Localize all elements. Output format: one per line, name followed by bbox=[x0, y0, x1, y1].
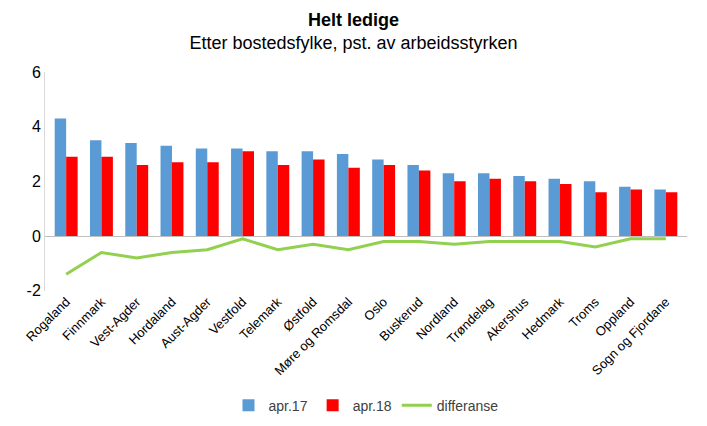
svg-text:Troms: Troms bbox=[566, 294, 603, 331]
svg-text:Aust-Agder: Aust-Agder bbox=[157, 294, 214, 351]
svg-text:2: 2 bbox=[32, 173, 41, 190]
svg-text:Nordland: Nordland bbox=[413, 294, 461, 342]
svg-text:Oslo: Oslo bbox=[361, 294, 391, 324]
svg-text:Hordaland: Hordaland bbox=[126, 294, 179, 347]
svg-text:Sogn og Fjordane: Sogn og Fjordane bbox=[589, 294, 673, 378]
svg-text:Buskerud: Buskerud bbox=[376, 294, 425, 343]
svg-text:Finnmark: Finnmark bbox=[59, 294, 108, 343]
svg-text:0: 0 bbox=[32, 228, 41, 245]
svg-text:Rogaland: Rogaland bbox=[23, 294, 73, 344]
svg-text:Hedmark: Hedmark bbox=[519, 294, 567, 342]
svg-text:Helt ledigeEtter bostedsfylke,: Helt ledigeEtter bostedsfylke, pst. av a… bbox=[189, 10, 517, 53]
svg-text:Østfold: Østfold bbox=[280, 294, 320, 334]
svg-text:Akershus: Akershus bbox=[483, 294, 532, 343]
svg-text:Vestfold: Vestfold bbox=[206, 294, 249, 337]
svg-text:Møre og Romsdal: Møre og Romsdal bbox=[271, 294, 355, 378]
svg-text:Vest-Agder: Vest-Agder bbox=[87, 294, 144, 351]
svg-text:apr.18: apr.18 bbox=[353, 398, 392, 414]
svg-text:-2: -2 bbox=[27, 282, 41, 299]
svg-text:Telemark: Telemark bbox=[237, 294, 285, 342]
svg-text:Trøndelag: Trøndelag bbox=[444, 294, 496, 346]
svg-text:differanse: differanse bbox=[437, 398, 498, 414]
svg-text:6: 6 bbox=[32, 64, 41, 81]
svg-text:apr.17: apr.17 bbox=[269, 398, 308, 414]
svg-text:4: 4 bbox=[32, 118, 41, 135]
svg-text:Oppland: Oppland bbox=[592, 294, 637, 339]
